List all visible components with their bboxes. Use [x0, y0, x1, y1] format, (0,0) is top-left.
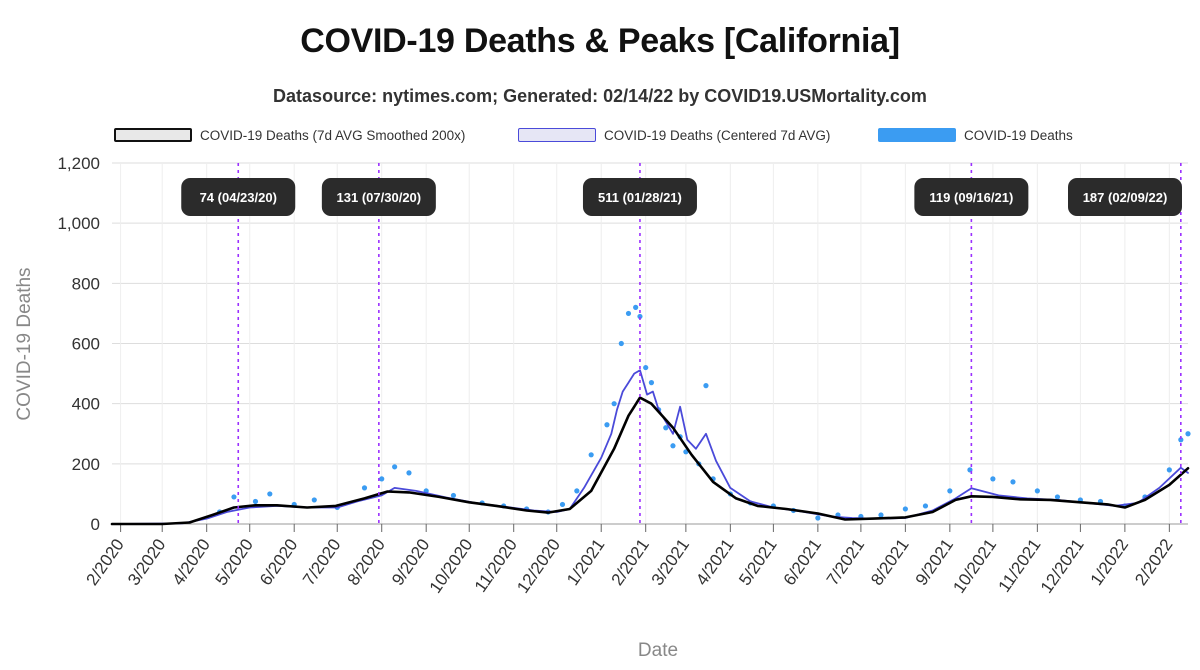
daily-deaths-point: [1010, 479, 1016, 485]
daily-deaths-point: [703, 383, 709, 389]
daily-deaths-point: [922, 503, 929, 509]
y-tick-label: 800: [72, 274, 100, 293]
x-tick-label: 6/2020: [256, 535, 301, 588]
x-tick-label: 2/2020: [82, 535, 127, 588]
smoothed-avg-line: [110, 396, 1190, 526]
x-tick-label: 3/2021: [648, 535, 693, 588]
daily-deaths-point: [252, 498, 259, 505]
x-tick-label: 10/2020: [426, 535, 477, 596]
peak-label-box: [582, 178, 697, 216]
daily-deaths-point: [902, 506, 908, 512]
y-tick-label: 1,000: [57, 214, 100, 233]
daily-deaths-point: [588, 452, 594, 458]
daily-deaths-point: [947, 488, 953, 494]
daily-deaths-point: [648, 380, 655, 386]
legend-item-daily[interactable]: COVID-19 Deaths: [878, 124, 1073, 146]
daily-deaths-point: [815, 515, 821, 521]
y-tick-label: 600: [72, 335, 100, 354]
x-tick-label: 2/2022: [1131, 535, 1176, 588]
grid-lines: [112, 162, 1188, 525]
x-tick-label: 3/2020: [124, 535, 169, 588]
legend-swatch-daily: [878, 128, 956, 142]
y-tick-label: 0: [91, 515, 100, 534]
y-tick-label: 1,200: [57, 154, 100, 173]
x-tick-label: 4/2020: [169, 535, 214, 588]
legend-item-centered[interactable]: COVID-19 Deaths (Centered 7d AVG): [518, 124, 830, 146]
peak-markers: 74 (04/23/20) 131 (07/30/20) 511 (01/28/21…: [181, 163, 1182, 524]
chart-subtitle: Datasource: nytimes.com; Generated: 02/1…: [273, 86, 927, 106]
y-tick-label: 400: [72, 395, 100, 414]
daily-deaths-point: [450, 492, 457, 499]
daily-deaths-point: [379, 476, 385, 482]
x-tick-label: 8/2021: [867, 535, 912, 588]
peak-label-text: 511 (01/28/21): [598, 190, 682, 205]
peak-label-box: [1068, 178, 1182, 216]
legend-label-daily: COVID-19 Deaths: [964, 127, 1073, 143]
legend-label-centered: COVID-19 Deaths (Centered 7d AVG): [604, 127, 831, 143]
x-tick-label: 10/2021: [949, 535, 1000, 596]
centered-avg-series: [111, 369, 1189, 525]
y-axis-title: COVID-19 Deaths: [14, 267, 35, 420]
daily-deaths-point: [392, 464, 398, 470]
daily-deaths-point: [559, 501, 566, 508]
x-tick-label: 8/2020: [344, 535, 389, 588]
x-tick-label: 2/2021: [608, 535, 653, 588]
x-tick-label: 5/2020: [212, 535, 257, 588]
daily-deaths-point: [1054, 494, 1061, 500]
daily-deaths-point: [574, 488, 580, 494]
daily-deaths-point: [637, 313, 643, 320]
daily-deaths-point: [618, 340, 624, 347]
chart-legend: COVID-19 Deaths (7d AVG Smoothed 200x) C…: [0, 124, 1200, 148]
legend-item-smoothed[interactable]: COVID-19 Deaths (7d AVG Smoothed 200x): [114, 124, 465, 146]
centered-avg-line: [111, 369, 1189, 525]
x-tick-label: 4/2021: [692, 535, 737, 588]
peak-label-box: [321, 178, 436, 216]
daily-deaths-point: [267, 491, 273, 497]
daily-deaths-point: [643, 364, 649, 371]
peak-label-text: 131 (07/30/20): [337, 190, 422, 205]
y-axis-ticks: 0 200 400 600 800 1,000 1,200: [57, 154, 100, 534]
daily-deaths-point: [406, 470, 412, 476]
daily-deaths-point: [1178, 437, 1184, 443]
daily-deaths-point: [1185, 431, 1191, 437]
peak-label-box: [181, 178, 296, 216]
peak-label-text: 119 (09/16/21): [929, 190, 1013, 205]
daily-deaths-point: [1166, 467, 1172, 473]
daily-deaths-series: [217, 304, 1191, 521]
legend-swatch-centered: [518, 128, 596, 142]
daily-deaths-point: [604, 422, 610, 428]
daily-deaths-point: [1034, 488, 1040, 494]
daily-deaths-point: [633, 304, 639, 310]
daily-deaths-point: [361, 485, 368, 491]
x-tick-label: 12/2020: [513, 535, 564, 596]
legend-swatch-smoothed: [114, 128, 192, 142]
x-tick-label: 5/2021: [735, 535, 780, 588]
x-axis-title: Date: [638, 640, 678, 661]
y-tick-label: 200: [72, 455, 100, 474]
daily-deaths-point: [231, 494, 237, 500]
x-tick-label: 9/2021: [912, 535, 957, 588]
x-tick-label: 12/2021: [1037, 535, 1088, 596]
x-tick-label: 6/2021: [780, 535, 825, 588]
daily-deaths-point: [663, 425, 669, 431]
peak-label-text: 187 (02/09/22): [1083, 190, 1168, 205]
daily-deaths-point: [611, 401, 617, 407]
daily-deaths-point: [878, 512, 884, 518]
chart-title: COVID-19 Deaths & Peaks [California]: [300, 22, 900, 60]
x-tick-label: 7/2020: [299, 535, 344, 588]
x-tick-label: 9/2020: [388, 535, 433, 588]
x-tick-label: 1/2022: [1087, 535, 1132, 588]
peak-label-box: [914, 178, 1029, 216]
daily-deaths-point: [311, 497, 317, 503]
daily-deaths-point: [670, 443, 676, 449]
smoothed-avg-series: [110, 396, 1190, 526]
daily-deaths-point: [990, 476, 996, 482]
legend-label-smoothed: COVID-19 Deaths (7d AVG Smoothed 200x): [200, 127, 466, 143]
x-tick-label: 7/2021: [823, 535, 868, 588]
daily-deaths-point: [625, 310, 632, 317]
peak-label-text: 74 (04/23/20): [200, 190, 277, 205]
x-tick-label: 1/2021: [563, 535, 608, 588]
